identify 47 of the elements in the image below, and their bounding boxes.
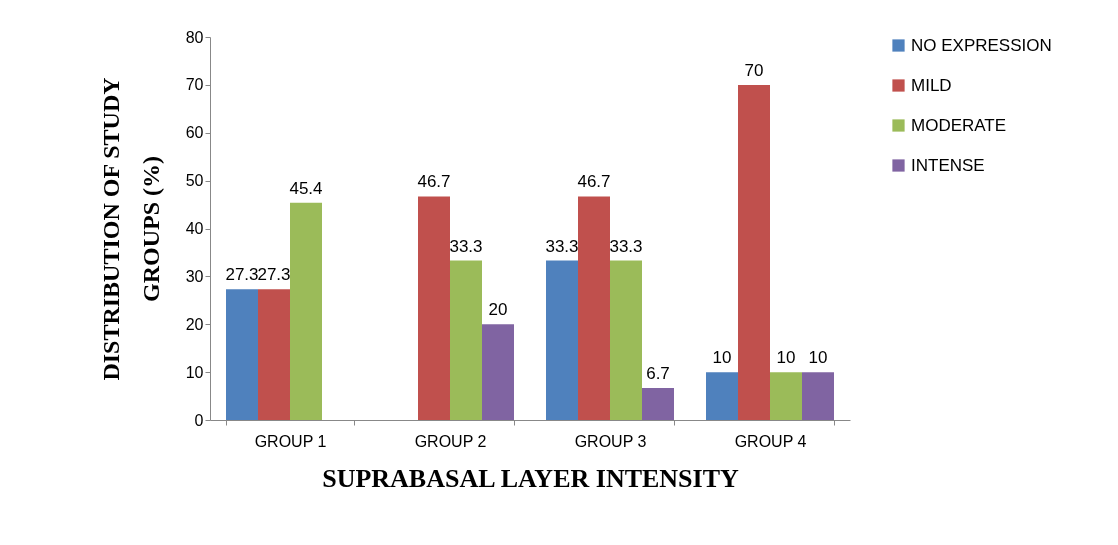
bar	[706, 372, 738, 420]
y-tick-label: 30	[185, 267, 204, 285]
bar	[418, 196, 450, 420]
y-tick-label: 20	[185, 315, 204, 333]
data-label: 33.3	[449, 236, 483, 256]
bar	[290, 202, 322, 420]
data-label: 45.4	[289, 178, 323, 198]
y-tick-label: 70	[185, 76, 204, 94]
x-tick-label: GROUP 2	[414, 432, 487, 450]
x-tick-label: GROUP 4	[734, 432, 807, 450]
data-label: 6.7	[646, 363, 670, 383]
data-label: 46.7	[417, 172, 451, 192]
data-label: 20	[488, 300, 508, 320]
legend-label: MODERATE	[911, 115, 1007, 135]
data-label: 33.3	[609, 236, 643, 256]
x-tick-label: GROUP 1	[254, 432, 327, 450]
legend-label: MILD	[911, 75, 952, 95]
data-label: 10	[808, 348, 828, 368]
bar	[226, 289, 258, 420]
data-label: 46.7	[577, 172, 611, 192]
y-tick-label: 60	[185, 124, 204, 142]
bar	[482, 324, 514, 420]
data-label: 10	[776, 348, 796, 368]
y-tick-label: 80	[185, 28, 204, 46]
y-tick-label: 10	[185, 363, 204, 381]
y-tick-label: 0	[194, 411, 204, 429]
data-label: 27.3	[257, 265, 291, 285]
data-label: 33.3	[545, 236, 579, 256]
y-tick-label: 50	[185, 172, 204, 190]
data-label: 27.3	[225, 265, 259, 285]
y-axis-title: DISTRIBUTION OF STUDY GROUPS (%)	[97, 77, 164, 381]
bar	[738, 84, 770, 420]
bar	[450, 260, 482, 420]
x-axis-title: SUPRABASAL LAYER INTENSITY	[322, 463, 740, 493]
legend-label: NO EXPRESSION	[911, 35, 1052, 55]
data-label: 70	[744, 60, 764, 80]
bar	[546, 260, 578, 420]
data-label: 10	[712, 348, 732, 368]
x-tick-label: GROUP 3	[574, 432, 647, 450]
y-tick-label: 40	[185, 220, 204, 237]
bar	[610, 260, 642, 420]
bar	[578, 196, 610, 420]
legend-label: INTENSE	[911, 155, 985, 175]
bar	[642, 387, 674, 420]
bar	[770, 372, 802, 420]
bar	[258, 289, 290, 420]
bar	[802, 372, 834, 420]
